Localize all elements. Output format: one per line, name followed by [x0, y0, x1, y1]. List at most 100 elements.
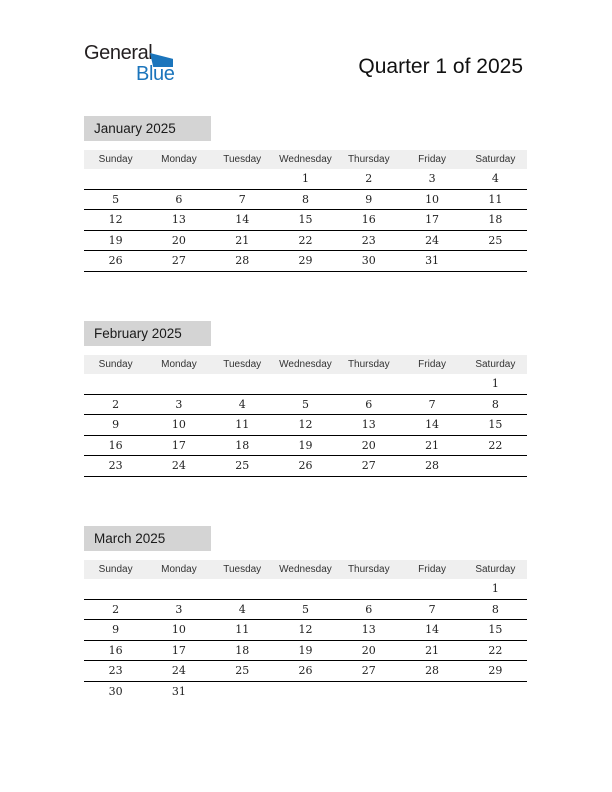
day-cell: 1 — [491, 377, 499, 390]
day-cell: 31 — [425, 254, 440, 267]
day-cell: 16 — [108, 643, 123, 657]
week-row: 23 24 25 26 27 28 — [84, 456, 527, 477]
empty-day-cell — [337, 682, 400, 703]
day-cell: 17 — [171, 438, 186, 452]
day-header-cell: Tuesday — [223, 154, 262, 165]
day-cell: 22 — [488, 438, 503, 452]
day-header-cell: Thursday — [347, 359, 390, 370]
day-header-row: Sunday Monday Tuesday Wednesday Thursday Frid… — [84, 560, 527, 579]
day-cell: 27 — [361, 664, 376, 677]
day-cell: 20 — [361, 438, 376, 452]
day-cell: 13 — [171, 213, 186, 226]
day-cell: 2 — [112, 602, 120, 616]
day-cell: 3 — [175, 397, 183, 411]
day-cell: 4 — [491, 172, 499, 185]
day-cell: 4 — [238, 602, 246, 616]
day-cell: 8 — [301, 192, 309, 206]
day-cell: 22 — [298, 233, 313, 247]
day-cell: 6 — [175, 192, 183, 206]
day-cell: 28 — [425, 459, 440, 472]
week-row: 9 10 11 12 13 14 15 — [84, 620, 527, 641]
day-cell: 26 — [298, 664, 313, 677]
empty-day-cell — [211, 682, 274, 703]
general-blue-logo: General Blue — [84, 42, 194, 96]
empty-day-cell — [147, 374, 210, 394]
month-title: January 2025 — [84, 116, 211, 141]
day-cell: 8 — [491, 602, 499, 616]
week-row: 19 20 21 22 23 24 25 — [84, 231, 527, 251]
day-header-row: Sunday Monday Tuesday Wednesday Thursday Frid… — [84, 150, 527, 169]
week-row: 12 13 14 15 16 17 18 — [84, 210, 527, 231]
day-cell: 31 — [171, 684, 186, 698]
day-cell: 28 — [235, 254, 250, 267]
day-cell: 18 — [488, 213, 503, 226]
week-row: 2 3 4 5 6 7 8 — [84, 395, 527, 415]
logo-text-blue: Blue — [136, 63, 175, 85]
day-cell: 21 — [425, 438, 440, 452]
day-header-cell: Monday — [161, 154, 197, 165]
empty-day-cell — [464, 682, 527, 703]
day-header-row: Sunday Monday Tuesday Wednesday Thursday Frid… — [84, 355, 527, 374]
day-header-cell: Friday — [418, 154, 446, 165]
day-cell: 10 — [171, 623, 186, 636]
day-cell: 7 — [238, 192, 246, 206]
empty-day-cell — [337, 374, 400, 394]
day-cell: 21 — [235, 233, 250, 247]
day-cell: 5 — [112, 192, 120, 206]
day-cell: 30 — [361, 254, 376, 267]
day-cell: 22 — [488, 643, 503, 657]
day-cell: 20 — [361, 643, 376, 657]
empty-day-cell — [84, 374, 147, 394]
day-cell: 29 — [298, 254, 313, 267]
day-cell: 12 — [298, 623, 313, 636]
day-cell: 8 — [491, 397, 499, 411]
week-row: 23 24 25 26 27 28 29 — [84, 661, 527, 682]
day-cell: 27 — [361, 459, 376, 472]
day-cell: 18 — [235, 438, 250, 452]
day-cell: 12 — [108, 213, 123, 226]
week-row: 16 17 18 19 20 21 22 — [84, 436, 527, 456]
day-header-cell: Thursday — [347, 154, 390, 165]
day-cell: 9 — [112, 623, 120, 636]
day-header-cell: Saturday — [475, 359, 516, 370]
day-cell: 26 — [298, 459, 313, 472]
empty-day-cell — [464, 251, 527, 271]
empty-day-cell — [147, 579, 210, 599]
day-cell: 14 — [425, 623, 440, 636]
day-cell: 17 — [171, 643, 186, 657]
day-cell: 11 — [488, 192, 503, 206]
week-row: 5 6 7 8 9 10 11 — [84, 190, 527, 210]
day-cell: 23 — [361, 233, 376, 247]
day-header-cell: Sunday — [98, 154, 133, 165]
week-row: 2 3 4 5 6 7 8 — [84, 600, 527, 620]
empty-day-cell — [211, 579, 274, 599]
day-cell: 7 — [428, 602, 436, 616]
day-cell: 18 — [235, 643, 250, 657]
day-cell: 14 — [425, 418, 440, 431]
empty-day-cell — [274, 374, 337, 394]
empty-day-cell — [464, 456, 527, 476]
day-cell: 1 — [491, 582, 499, 595]
day-header-cell: Wednesday — [279, 564, 332, 575]
day-cell: 5 — [301, 602, 309, 616]
day-cell: 29 — [488, 664, 503, 677]
empty-day-cell — [400, 682, 463, 703]
day-cell: 12 — [298, 418, 313, 431]
empty-day-cell — [211, 374, 274, 394]
empty-day-cell — [400, 374, 463, 394]
month-section: January 2025 Sunday Monday Tuesday Wednesday… — [84, 116, 527, 272]
day-cell: 11 — [235, 418, 250, 431]
day-cell: 24 — [171, 459, 186, 472]
day-cell: 1 — [301, 172, 309, 185]
empty-day-cell — [84, 169, 147, 189]
logo-text-general: General — [84, 42, 153, 64]
day-header-cell: Tuesday — [223, 564, 262, 575]
day-cell: 14 — [235, 213, 250, 226]
day-cell: 10 — [171, 418, 186, 431]
day-header-cell: Sunday — [98, 564, 133, 575]
day-cell: 2 — [112, 397, 120, 411]
day-cell: 30 — [108, 684, 123, 698]
day-cell: 3 — [175, 602, 183, 616]
month-section: March 2025 Sunday Monday Tuesday Wednesday Th… — [84, 526, 527, 702]
day-cell: 24 — [425, 233, 440, 247]
